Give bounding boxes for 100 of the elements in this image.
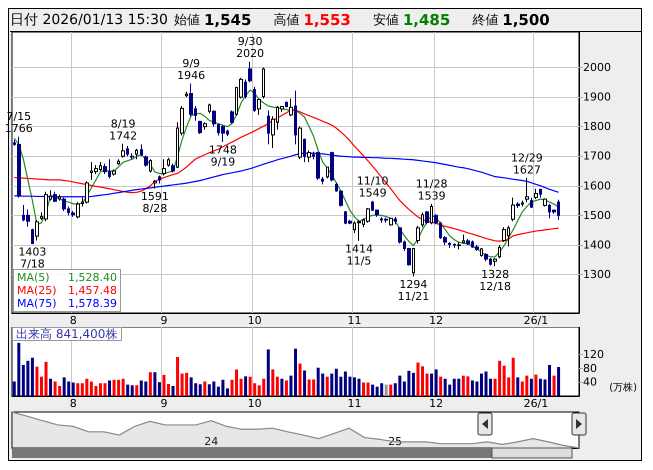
candlestick [484,252,488,262]
annotation: 1,528.40 [68,271,117,284]
y-tick-label: 1600 [583,179,611,192]
candlestick [412,247,415,277]
candlestick [416,225,420,244]
y-tick-label: 2000 [583,60,611,74]
candlestick [530,197,533,208]
x-tick-label: 9 [160,397,168,410]
candlestick [521,200,524,208]
candlestick [389,217,393,226]
x-tick-label: 11 [347,314,362,327]
bar [103,383,106,396]
candlestick [85,180,89,204]
bar [172,386,175,396]
candlestick [534,188,538,200]
text: 1,485 [402,11,450,29]
candlestick [543,198,547,208]
candlestick [330,151,334,182]
bar [176,357,180,396]
candlestick [162,158,166,176]
candlestick [253,86,256,112]
text: 始値 [174,12,200,29]
candlestick [502,226,506,243]
candlestick [448,242,451,248]
candlestick [539,188,542,198]
candlestick [135,148,138,160]
annotation: 9/30 2020 [236,35,264,60]
bar [280,378,284,396]
annotation: 12/29 1627 [510,151,543,176]
x-tick-label: 10 [248,397,262,410]
bar [112,380,116,396]
candlestick [453,242,456,248]
y-axis-title: (万株) [609,382,638,394]
text: 1,553 [303,11,351,29]
bar [384,384,388,396]
candlestick [126,145,129,157]
candlestick [230,110,234,124]
candlestick [244,78,247,100]
x-tick-label: 12 [429,314,444,327]
candlestick [203,122,207,130]
candlestick [71,210,75,218]
y-tick-label: 120 [583,348,604,362]
candlestick [457,242,461,250]
bar [444,378,447,396]
bar [298,364,302,396]
x-tick-label: 8 [70,314,77,327]
candlestick [307,150,311,163]
bar [284,380,288,396]
candlestick [121,143,125,158]
candlestick [285,101,288,108]
annotation: 1591 8/28 [140,190,169,215]
candlestick [103,163,107,174]
candlestick [31,228,34,245]
annotation: 1403 7/18 [18,246,46,271]
text: MA(25) [17,284,57,297]
bar [362,382,366,396]
y-tick-label: 1700 [583,150,611,163]
bar [412,372,415,396]
annotation: 1,578.39 [68,297,117,310]
bar [534,374,538,396]
candlestick [140,144,143,157]
x-tick-label: 26/1 [524,397,548,410]
x-tick-label: 12 [429,397,444,410]
bar [530,378,533,396]
bar [303,370,306,396]
text: 1,500 [502,11,550,29]
bar [30,358,34,396]
candlestick [430,203,433,225]
bar [54,382,57,396]
bar [49,378,52,396]
candlestick [475,244,479,252]
candlestick [321,176,324,185]
candlestick [53,191,57,203]
annotation: 1,457.48 [68,284,117,297]
candlestick [262,66,265,100]
annotation: 11/28 1539 [416,177,448,202]
candlestick [167,157,170,168]
bar [316,368,320,396]
x-tick-label: 24 [204,435,218,448]
candlestick [394,216,397,225]
y-tick-label: 1300 [583,268,611,282]
x-tick-label: 9 [160,314,168,327]
candlestick [35,219,39,242]
text: 日付 2026/01/13 15:30 [10,11,168,29]
candlestick [208,103,211,114]
candlestick [511,197,515,222]
text: 高値 [273,12,300,29]
candlestick [294,90,297,145]
text: MA(5) [17,271,50,284]
candlestick [221,124,225,143]
bar [457,378,460,396]
candlestick [158,174,161,184]
bar [439,376,442,396]
candlestick [149,158,152,173]
y-tick-label: 1500 [583,208,611,222]
candlestick [257,98,261,116]
bar [144,382,148,396]
annotation: 8/19 1742 [109,117,138,142]
text: 終値 [472,12,498,29]
x-tick-label: 26/1 [524,314,548,327]
